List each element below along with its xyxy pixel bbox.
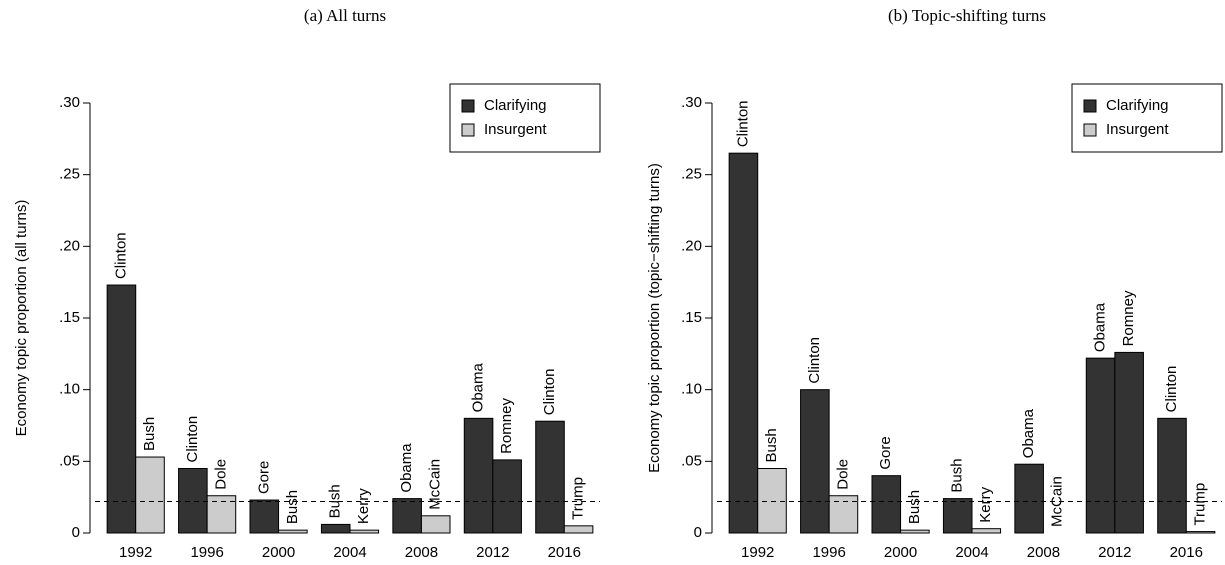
candidate-label: Bush: [906, 490, 923, 524]
y-axis-label: Economy topic proportion (topic−shifting…: [646, 163, 663, 473]
bar: [420, 515, 451, 534]
x-tick-label: 1992: [741, 544, 774, 561]
legend-label: Clarifying: [1106, 97, 1169, 114]
y-tick-label: .15: [59, 309, 80, 326]
y-tick-label: .10: [681, 381, 702, 398]
x-tick-label: 1992: [119, 544, 152, 561]
candidate-label: Bush: [327, 484, 344, 518]
bar: [971, 528, 1002, 534]
candidate-label: Trump: [570, 477, 587, 520]
bar: [106, 284, 137, 534]
y-tick-label: .15: [681, 309, 702, 326]
candidate-label: Clinton: [734, 100, 751, 147]
bar: [320, 523, 351, 534]
candidate-label: Bush: [141, 417, 158, 451]
candidate-label: Dole: [212, 459, 229, 490]
candidate-label: McCain: [1049, 476, 1066, 527]
bar: [463, 417, 494, 534]
legend-label: Insurgent: [1106, 121, 1169, 138]
chart-title: (b) Topic-shifting turns: [888, 6, 1046, 25]
x-tick-label: 1996: [812, 544, 845, 561]
legend-swatch: [1083, 99, 1097, 113]
bar: [1185, 531, 1216, 534]
bar: [178, 468, 208, 534]
candidate-label: Bush: [763, 428, 780, 462]
legend-label: Clarifying: [484, 97, 547, 114]
bar: [942, 498, 973, 534]
bar: [757, 468, 787, 534]
bar: [1085, 357, 1116, 534]
y-tick-label: .20: [681, 237, 702, 254]
candidate-label: Obama: [1020, 408, 1037, 458]
legend-box: [449, 83, 601, 153]
legend-swatch: [1083, 123, 1097, 137]
candidate-label: Dole: [834, 459, 851, 490]
candidate-label: Clinton: [184, 416, 201, 463]
x-tick-label: 2008: [405, 544, 438, 561]
candidate-label: Romney: [498, 398, 515, 454]
y-tick-label: 0: [694, 524, 702, 541]
x-tick-label: 2004: [955, 544, 988, 561]
y-axis-label: Economy topic proportion (all turns): [13, 200, 30, 437]
x-tick-label: 2000: [884, 544, 917, 561]
candidate-label: Gore: [255, 461, 272, 494]
x-tick-label: 2012: [1098, 544, 1131, 561]
bar: [392, 498, 422, 534]
x-tick-label: 1996: [190, 544, 223, 561]
y-tick-label: 0: [72, 524, 80, 541]
x-tick-label: 2008: [1027, 544, 1060, 561]
candidate-label: Bush: [949, 458, 966, 492]
y-tick-label: .30: [681, 94, 702, 111]
bar: [249, 499, 280, 534]
legend-swatch: [461, 123, 475, 137]
candidate-label: Romney: [1120, 290, 1137, 346]
bar: [900, 529, 930, 534]
candidate-label: Obama: [1092, 302, 1109, 352]
candidate-label: Bush: [284, 490, 301, 524]
x-tick-label: 2016: [548, 544, 581, 561]
legend-swatch: [461, 99, 475, 113]
candidate-label: Obama: [398, 443, 415, 493]
x-tick-label: 2000: [262, 544, 295, 561]
candidate-label: Trump: [1192, 483, 1209, 526]
y-tick-label: .25: [59, 166, 80, 183]
bar: [1157, 417, 1187, 534]
bar: [800, 389, 830, 534]
candidate-label: Obama: [470, 362, 487, 412]
bar: [871, 475, 902, 534]
chart-title: (a) All turns: [304, 6, 386, 25]
bar: [535, 420, 565, 534]
candidate-label: Clinton: [541, 368, 558, 415]
y-tick-label: .05: [681, 452, 702, 469]
x-tick-label: 2016: [1170, 544, 1203, 561]
candidate-label: Clinton: [112, 232, 129, 279]
bar: [728, 152, 759, 534]
bar: [349, 529, 380, 534]
y-tick-label: .05: [59, 452, 80, 469]
y-tick-label: .10: [59, 381, 80, 398]
y-tick-label: .20: [59, 237, 80, 254]
legend-label: Insurgent: [484, 121, 547, 138]
candidate-label: Kerry: [355, 488, 372, 524]
x-tick-label: 2012: [476, 544, 509, 561]
bar: [1014, 463, 1044, 534]
bar: [492, 459, 522, 534]
bar: [563, 525, 594, 534]
candidate-label: Kerry: [977, 486, 994, 522]
candidate-label: McCain: [427, 459, 444, 510]
bar: [278, 529, 308, 534]
bar: [135, 456, 165, 534]
candidate-label: Gore: [877, 436, 894, 469]
legend-box: [1071, 83, 1223, 153]
y-tick-label: .30: [59, 94, 80, 111]
candidate-label: Clinton: [806, 337, 823, 384]
candidate-label: Clinton: [1163, 366, 1180, 413]
bar: [1114, 351, 1144, 534]
x-tick-label: 2004: [333, 544, 366, 561]
y-tick-label: .25: [681, 166, 702, 183]
